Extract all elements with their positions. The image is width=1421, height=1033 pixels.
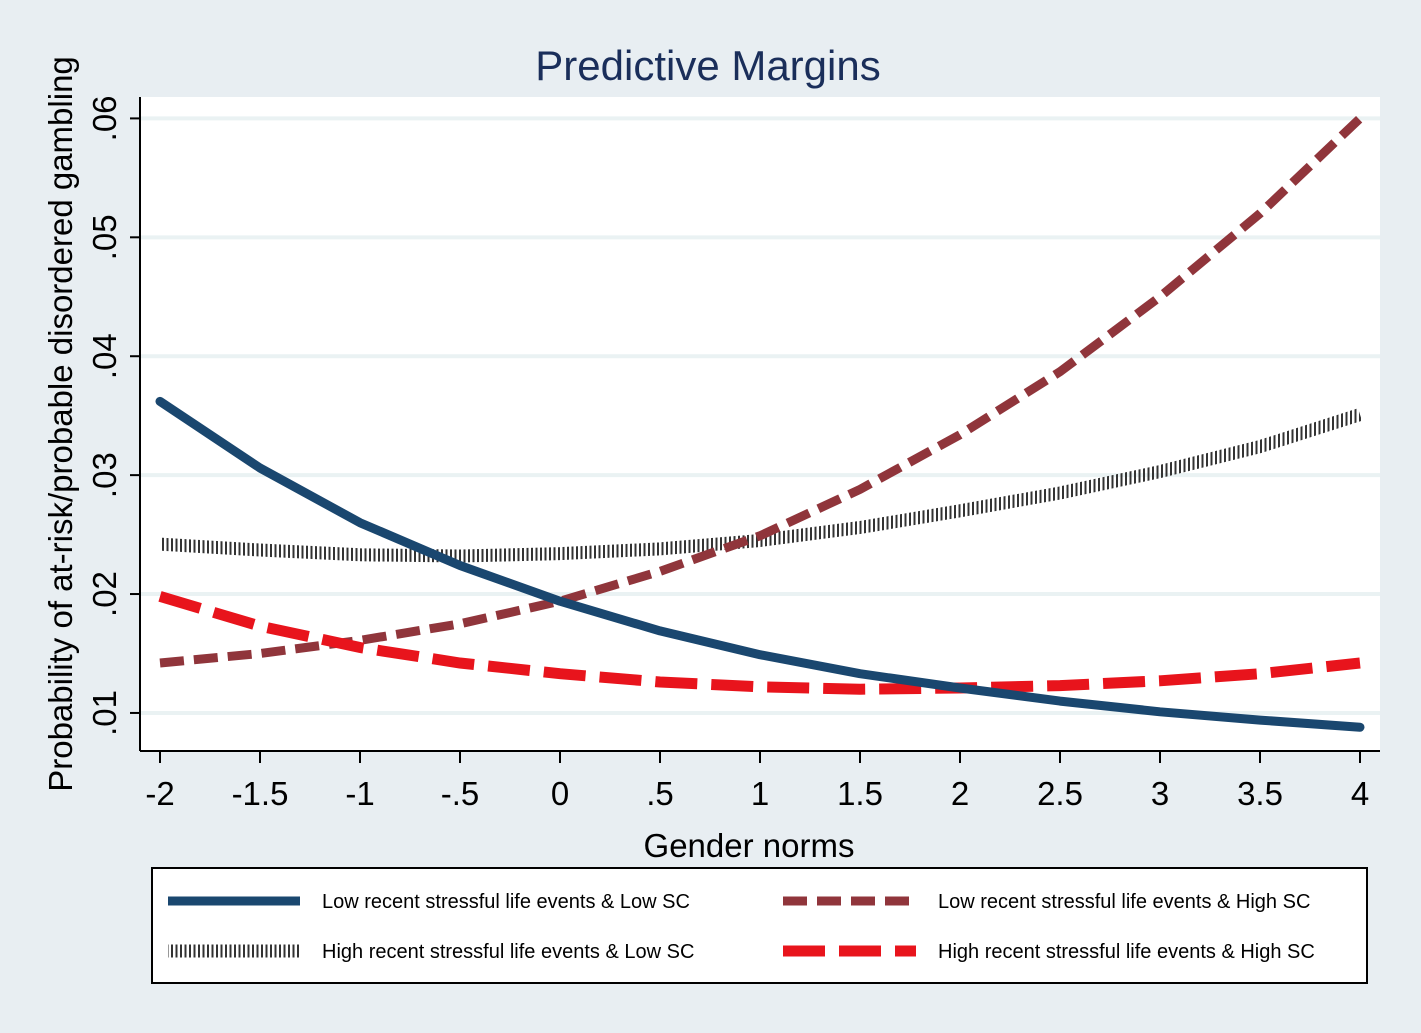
series-line-1 [155,396,1365,732]
gridlines [140,116,1380,715]
legend-label-3: High recent stressful life events & Low … [322,941,694,963]
x-tick-label: -.5 [441,775,480,812]
x-tick-label: -1.5 [232,775,289,812]
x-tick-label: 0 [551,775,569,812]
x-ticks: -2 -1.5 -1 -.5 0 .5 1 1.5 2 2.5 3 3.5 4 [145,751,1369,812]
x-tick-label: 1.5 [837,775,883,812]
legend-label-2: Low recent stressful life events & High … [938,891,1310,913]
chart-title: Predictive Margins [535,42,880,89]
y-tick-label: .04 [86,333,123,379]
y-ticks: .01 .02 .03 .04 .05 .06 [86,95,140,736]
legend-box [151,867,1368,984]
y-tick-label: .06 [86,95,123,141]
x-tick-label: -1 [345,775,374,812]
x-tick-label: -2 [145,775,174,812]
x-tick-label: 1 [751,775,769,812]
series-line-2 [159,115,1364,668]
x-tick-label: 2 [951,775,969,812]
y-tick-label: .05 [86,214,123,260]
x-tick-label: 2.5 [1037,775,1083,812]
x-axis-title: Gender norms [644,827,855,864]
x-tick-label: 3.5 [1237,775,1283,812]
series-line-4 [158,591,1361,695]
y-tick-label: .02 [86,571,123,617]
legend: Low recent stressful life events & Low S… [168,891,1315,963]
y-axis-title: Probability of at-risk/probable disorder… [42,56,79,792]
x-tick-label: 4 [1351,775,1369,812]
y-tick-label: .01 [86,690,123,736]
x-tick-label: .5 [646,775,674,812]
legend-label-4: High recent stressful life events & High… [938,941,1315,963]
series-layer [155,115,1365,732]
y-tick-label: .03 [86,452,123,498]
x-tick-label: 3 [1151,775,1169,812]
legend-label-1: Low recent stressful life events & Low S… [322,891,690,913]
